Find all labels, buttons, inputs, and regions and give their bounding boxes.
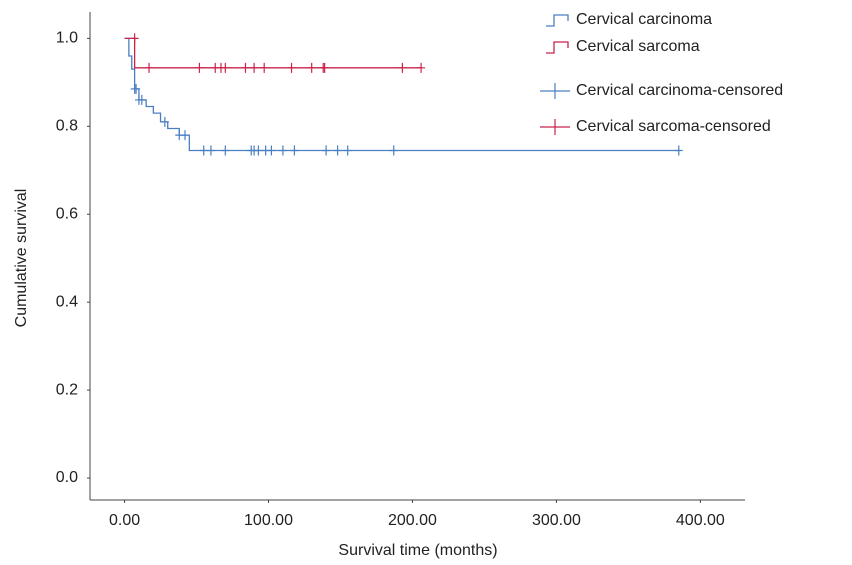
censor-mark: [290, 145, 299, 156]
censor-mark: [389, 145, 398, 156]
censor-mark: [287, 62, 296, 73]
censor-mark: [250, 62, 259, 73]
censor-mark: [132, 83, 141, 94]
survival-curve: [124, 37, 422, 69]
censor-mark: [278, 145, 287, 156]
y-tick-label: 1.0: [56, 30, 78, 47]
legend-label: Cervical sarcoma-censored: [576, 118, 771, 135]
censor-mark: [320, 62, 329, 73]
censor-mark: [343, 145, 352, 156]
censor-mark: [160, 116, 169, 127]
censor-mark: [130, 33, 139, 44]
censor-mark: [333, 145, 342, 156]
x-axis-label: Survival time (months): [338, 542, 497, 559]
legend-label: Cervical sarcoma: [576, 38, 700, 55]
x-tick-label: 300.00: [532, 512, 581, 529]
x-tick-label: 400.00: [676, 512, 725, 529]
censor-mark: [398, 62, 407, 73]
legend-symbol: [540, 119, 570, 135]
x-tick-label: 0.00: [109, 512, 140, 529]
censor-mark: [221, 62, 230, 73]
y-tick-label: 0.6: [56, 205, 78, 222]
censor-mark: [181, 130, 190, 141]
legend-label: Cervical carcinoma-censored: [576, 82, 783, 99]
y-tick-label: 0.0: [56, 469, 78, 486]
y-tick-label: 0.4: [56, 293, 78, 310]
x-tick-label: 200.00: [388, 512, 437, 529]
y-tick-label: 0.2: [56, 381, 78, 398]
censor-mark: [307, 62, 316, 73]
censor-mark: [241, 62, 250, 73]
legend-symbol: [546, 41, 569, 54]
y-axis-label: Cumulative survival: [13, 189, 30, 328]
censor-mark: [199, 145, 208, 156]
censor-mark: [417, 62, 426, 73]
censor-mark: [322, 145, 331, 156]
censor-mark: [254, 145, 263, 156]
legend-label: Cervical carcinoma: [576, 11, 712, 28]
y-tick-label: 0.8: [56, 118, 78, 135]
censor-mark: [195, 62, 204, 73]
censor-mark: [206, 145, 215, 156]
legend-symbol: [546, 14, 569, 27]
censor-mark: [267, 145, 276, 156]
censor-mark: [137, 94, 146, 105]
censor-mark: [674, 145, 683, 156]
censor-mark: [260, 62, 269, 73]
censor-mark: [221, 145, 230, 156]
legend-symbol: [540, 83, 570, 99]
x-tick-label: 100.00: [244, 512, 293, 529]
censor-mark: [145, 62, 154, 73]
